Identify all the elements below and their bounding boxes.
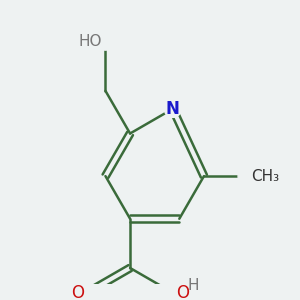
Text: N: N	[166, 100, 180, 118]
Text: H: H	[188, 278, 200, 292]
Circle shape	[164, 284, 181, 300]
Text: HO: HO	[78, 34, 102, 49]
Text: O: O	[71, 284, 84, 300]
Circle shape	[79, 284, 96, 300]
Text: CH₃: CH₃	[251, 169, 279, 184]
Circle shape	[164, 100, 181, 117]
Circle shape	[97, 33, 114, 50]
Circle shape	[238, 168, 255, 184]
Text: O: O	[176, 284, 190, 300]
